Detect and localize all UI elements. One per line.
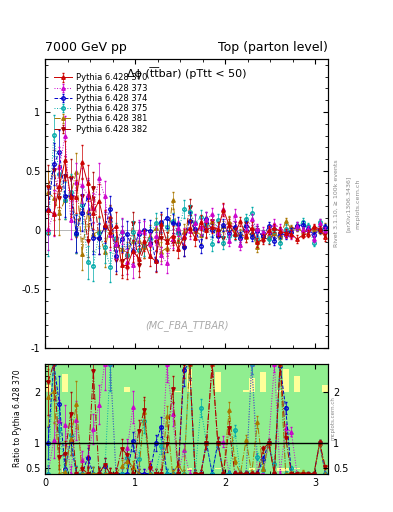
Bar [79, 392, 85, 468]
Bar [255, 392, 260, 468]
Bar [181, 392, 187, 468]
Bar [215, 392, 220, 468]
Bar [73, 392, 79, 468]
Bar [96, 392, 102, 468]
Bar [136, 392, 141, 468]
Bar [57, 392, 62, 468]
Bar [198, 392, 204, 468]
Bar [113, 392, 119, 468]
Bar [147, 392, 153, 468]
Bar [288, 392, 294, 468]
Bar [187, 369, 192, 470]
Bar [164, 392, 170, 468]
Bar [243, 390, 249, 467]
Bar [243, 392, 249, 468]
Bar [45, 385, 51, 459]
Bar [51, 392, 57, 465]
Bar [170, 392, 175, 468]
Bar [238, 392, 243, 468]
Bar [260, 392, 266, 468]
Legend: Pythia 6.428 370, Pythia 6.428 373, Pythia 6.428 374, Pythia 6.428 375, Pythia 6: Pythia 6.428 370, Pythia 6.428 373, Pyth… [52, 72, 149, 135]
Bar [323, 392, 328, 468]
Bar [141, 392, 147, 468]
Bar [85, 392, 90, 468]
Bar [204, 392, 209, 468]
Bar [300, 392, 305, 468]
Bar [277, 390, 283, 471]
Text: Rivet 3.1.10, ≥ 100k events: Rivet 3.1.10, ≥ 100k events [334, 160, 339, 247]
Bar [68, 392, 73, 468]
Bar [45, 392, 51, 468]
Bar [260, 372, 266, 462]
Bar [62, 392, 68, 468]
Bar [283, 392, 288, 468]
Bar [125, 387, 130, 461]
Bar [226, 392, 232, 468]
Bar [317, 392, 323, 468]
Bar [68, 401, 73, 462]
Y-axis label: Ratio to Pythia 6.428 370: Ratio to Pythia 6.428 370 [13, 370, 22, 467]
Bar [175, 391, 181, 468]
Bar [62, 374, 68, 472]
Bar [272, 392, 277, 468]
Bar [220, 392, 226, 468]
Bar [266, 392, 272, 468]
Bar [323, 385, 328, 461]
Bar [277, 392, 283, 468]
Bar [90, 392, 96, 468]
Bar [51, 392, 57, 468]
Text: Top (parton level): Top (parton level) [218, 41, 328, 54]
Text: mcplots.cern.ch: mcplots.cern.ch [330, 397, 335, 440]
Bar [249, 378, 255, 470]
Bar [192, 392, 198, 468]
Bar [125, 392, 130, 468]
Text: 7000 GeV pp: 7000 GeV pp [45, 41, 127, 54]
Bar [153, 392, 158, 468]
Bar [187, 392, 192, 468]
Bar [305, 392, 311, 468]
Bar [311, 392, 317, 468]
Bar [102, 392, 107, 468]
Bar [107, 392, 113, 468]
Bar [294, 392, 300, 468]
Bar [119, 392, 125, 468]
Bar [158, 392, 164, 468]
Bar [249, 392, 255, 468]
Bar [130, 392, 136, 468]
Text: (MC_FBA_TTBAR): (MC_FBA_TTBAR) [145, 320, 228, 331]
Text: [arXiv:1306.3436]: [arXiv:1306.3436] [346, 175, 351, 232]
Bar [175, 392, 181, 468]
Bar [294, 376, 300, 470]
Bar [283, 369, 288, 471]
Text: mcplots.cern.ch: mcplots.cern.ch [356, 178, 361, 229]
Bar [209, 392, 215, 468]
Text: Δϕ (t͞tbar) (pTtt < 50): Δϕ (t͞tbar) (pTtt < 50) [127, 68, 246, 79]
Bar [232, 392, 238, 468]
Bar [215, 372, 220, 468]
